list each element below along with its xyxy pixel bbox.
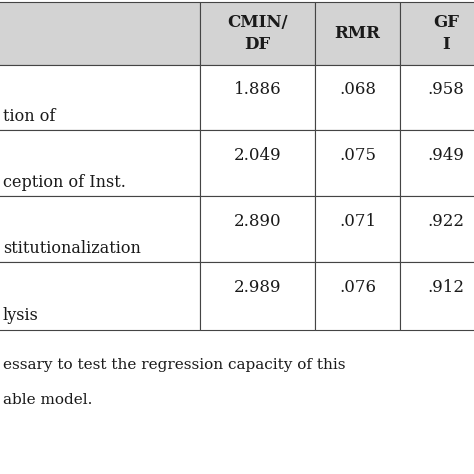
Bar (315, 130, 400, 196)
Bar (400, 130, 474, 196)
Text: lysis: lysis (3, 308, 39, 325)
Text: CMIN/
DF: CMIN/ DF (227, 14, 288, 53)
Text: ception of Inst.: ception of Inst. (3, 173, 126, 191)
Bar (0, 196, 200, 262)
Text: .958: .958 (428, 81, 465, 98)
Bar (400, 2, 474, 65)
Bar (200, 130, 315, 196)
Bar (0, 65, 200, 130)
Text: .076: .076 (339, 279, 376, 296)
Text: .075: .075 (339, 146, 376, 164)
Bar (400, 196, 474, 262)
Text: 2.049: 2.049 (234, 146, 281, 164)
Bar (315, 2, 400, 65)
Text: stitutionalization: stitutionalization (3, 239, 141, 256)
Text: able model.: able model. (3, 393, 92, 407)
Bar (315, 65, 400, 130)
Bar (200, 196, 315, 262)
Text: .922: .922 (428, 212, 465, 229)
Text: .068: .068 (339, 81, 376, 98)
Bar (0, 262, 200, 330)
Bar (400, 262, 474, 330)
Text: RMR: RMR (335, 25, 381, 42)
Bar (315, 262, 400, 330)
Bar (200, 2, 315, 65)
Text: 2.989: 2.989 (234, 279, 281, 296)
Text: .949: .949 (428, 146, 465, 164)
Bar (400, 65, 474, 130)
Text: .071: .071 (339, 212, 376, 229)
Bar (200, 262, 315, 330)
Bar (315, 196, 400, 262)
Text: 1.886: 1.886 (234, 81, 281, 98)
Bar (0, 2, 200, 65)
Bar (200, 65, 315, 130)
Text: GF
I: GF I (433, 14, 459, 53)
Text: .912: .912 (428, 279, 465, 296)
Text: tion of: tion of (3, 108, 55, 125)
Text: 2.890: 2.890 (234, 212, 281, 229)
Bar (0, 130, 200, 196)
Text: essary to test the regression capacity of this: essary to test the regression capacity o… (3, 358, 346, 372)
